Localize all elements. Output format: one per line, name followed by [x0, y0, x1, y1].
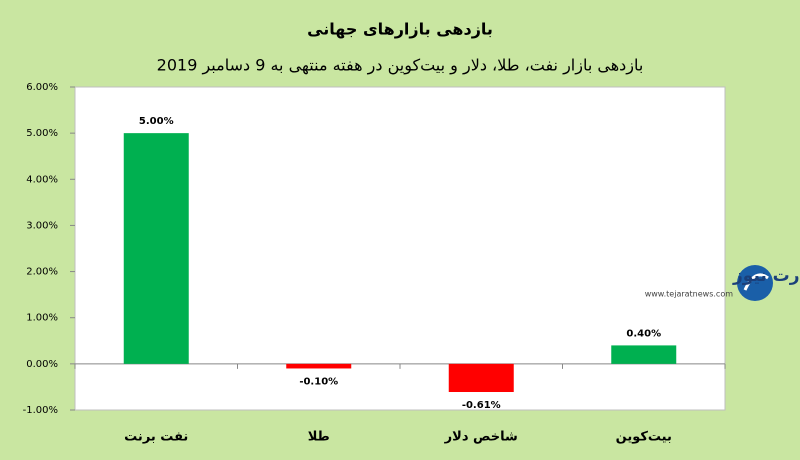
value-label: -0.10% [299, 376, 338, 387]
value-label: 0.40% [626, 328, 661, 339]
y-tick-label: -1.00% [23, 405, 58, 416]
bar [123, 133, 189, 364]
bar [611, 345, 677, 364]
logo-icon [737, 265, 773, 301]
chart-subtitle: بازدهی بازار نفت، طلا، دلار و بیت‌کوین د… [157, 56, 644, 76]
y-tick-label: 2.00% [26, 267, 58, 278]
x-tick-label: شاخص دلار [444, 430, 518, 445]
logo-swoosh [743, 273, 769, 291]
y-tick-label: 4.00% [26, 174, 58, 185]
y-tick-label: 6.00% [26, 82, 58, 93]
y-tick-label: 1.00% [26, 313, 58, 324]
y-tick-label: 0.00% [26, 359, 58, 370]
chart-title: بازدهی بازارهای جهانی [307, 20, 493, 39]
watermark-url: www.tejaratnews.com [645, 290, 733, 299]
watermark: تجارت نیوز www.tejaratnews.com [645, 265, 800, 301]
y-tick-label: 5.00% [26, 128, 58, 139]
bar [286, 363, 352, 369]
bar [448, 363, 514, 393]
x-tick-label: بیت‌کوین [616, 430, 672, 445]
value-label: 5.00% [139, 116, 174, 127]
y-tick-label: 3.00% [26, 220, 58, 231]
watermark-brand: تجارت نیوز [732, 266, 800, 286]
x-tick-label: طلا [308, 430, 330, 445]
x-tick-label: نفت برنت [124, 430, 188, 445]
value-label: -0.61% [462, 400, 501, 411]
